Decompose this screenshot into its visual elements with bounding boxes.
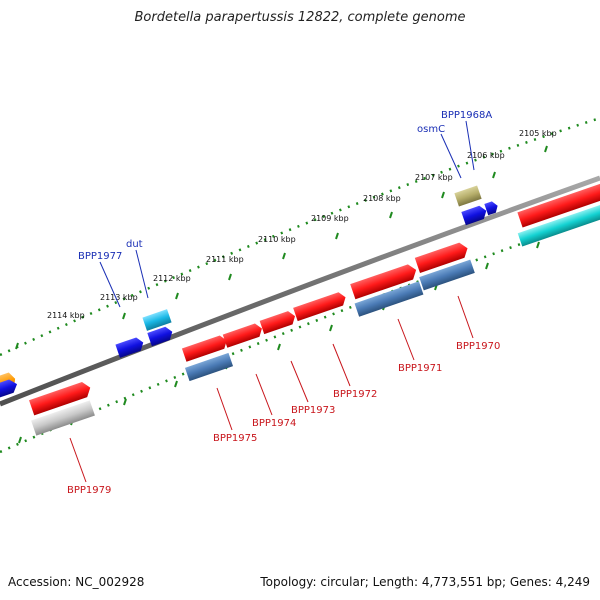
scale-label-2105: 2105 kbp: [519, 129, 557, 138]
scale-labels: 2105 kbp 2106 kbp 2107 kbp 2108 kbp 2109…: [47, 129, 557, 320]
label-bpp1977[interactable]: BPP1977: [78, 251, 122, 262]
label-bpp1970[interactable]: BPP1970: [456, 341, 500, 352]
label-bpp1972[interactable]: BPP1972: [333, 389, 377, 400]
label-bpp1968a[interactable]: BPP1968A: [441, 110, 492, 121]
scale-label-2113: 2113 kbp: [100, 293, 138, 302]
genome-backbone: [0, 178, 600, 404]
scale-label-2106: 2106 kbp: [467, 151, 505, 160]
scale-label-2107: 2107 kbp: [415, 173, 453, 182]
label-bpp1979[interactable]: BPP1979: [67, 485, 111, 496]
scale-label-2112: 2112 kbp: [153, 274, 191, 283]
gene-feature-dut[interactable]: [142, 309, 171, 331]
scale-label-2111: 2111 kbp: [206, 255, 244, 264]
genome-map[interactable]: 2105 kbp 2106 kbp 2107 kbp 2108 kbp 2109…: [0, 0, 600, 600]
label-bpp1971[interactable]: BPP1971: [398, 363, 442, 374]
topology-text: Topology: circular; Length: 4,773,551 bp…: [260, 575, 590, 589]
scale-label-2110: 2110 kbp: [258, 235, 296, 244]
lower-gene-labels: BPP1970 BPP1971 BPP1972 BPP1973 BPP1974 …: [67, 341, 500, 496]
gene-feature-bpp1972[interactable]: [293, 291, 348, 321]
label-osmc[interactable]: osmC: [417, 124, 445, 135]
scale-label-2114: 2114 kbp: [47, 311, 85, 320]
label-bpp1975[interactable]: BPP1975: [213, 433, 257, 444]
label-bpp1973[interactable]: BPP1973: [291, 405, 335, 416]
scale-label-2109: 2109 kbp: [311, 214, 349, 223]
scale-label-2108: 2108 kbp: [363, 194, 401, 203]
label-bpp1974[interactable]: BPP1974: [252, 418, 296, 429]
label-dut[interactable]: dut: [126, 239, 143, 250]
gene-feature-bpp1968a[interactable]: [454, 185, 481, 206]
accession-text: Accession: NC_002928: [8, 575, 144, 589]
